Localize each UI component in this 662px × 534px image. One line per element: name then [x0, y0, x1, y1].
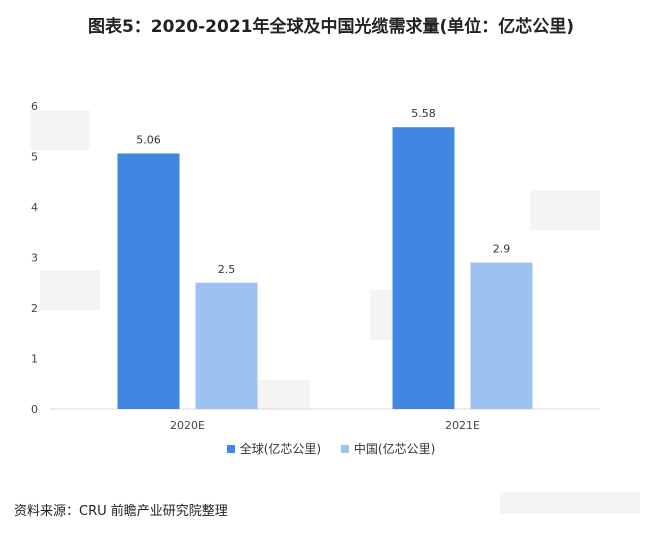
data-label: 5.58 [411, 107, 436, 120]
watermark [250, 380, 310, 410]
legend-swatch-global [226, 444, 235, 453]
watermark [40, 270, 100, 310]
data-label: 2.9 [493, 243, 511, 256]
bar-china-1 [470, 262, 533, 409]
chart-title: 图表5：2020-2021年全球及中国光缆需求量(单位：亿芯公里) [87, 17, 575, 37]
data-label: 2.5 [218, 263, 236, 276]
x-tick-label: 2021E [445, 419, 480, 432]
legend-label-global: 全球(亿芯公里) [239, 442, 322, 456]
legend-label-china: 中国(亿芯公里) [353, 442, 436, 456]
y-tick-label: 6 [31, 100, 38, 113]
bar-global-1 [392, 127, 455, 410]
legend-swatch-china [340, 444, 349, 453]
legend: 全球(亿芯公里) 中国(亿芯公里) [0, 440, 662, 457]
legend-item-global: 全球(亿芯公里) [226, 440, 322, 457]
y-tick-label: 1 [31, 353, 38, 366]
y-tick-label: 0 [31, 403, 38, 416]
bar-china-0 [195, 282, 258, 409]
legend-item-china: 中国(亿芯公里) [340, 440, 436, 457]
y-tick-label: 3 [31, 252, 38, 265]
bar-global-0 [117, 153, 180, 409]
watermark [500, 492, 640, 514]
data-label: 5.06 [136, 133, 161, 146]
x-tick-label: 2020E [170, 419, 205, 432]
y-tick-label: 5 [31, 151, 38, 164]
watermark [30, 110, 90, 150]
source-note: 资料来源：CRU 前瞻产业研究院整理 [14, 504, 228, 519]
y-tick-label: 4 [31, 201, 38, 214]
y-tick-label: 2 [31, 302, 38, 315]
watermark [530, 190, 600, 230]
